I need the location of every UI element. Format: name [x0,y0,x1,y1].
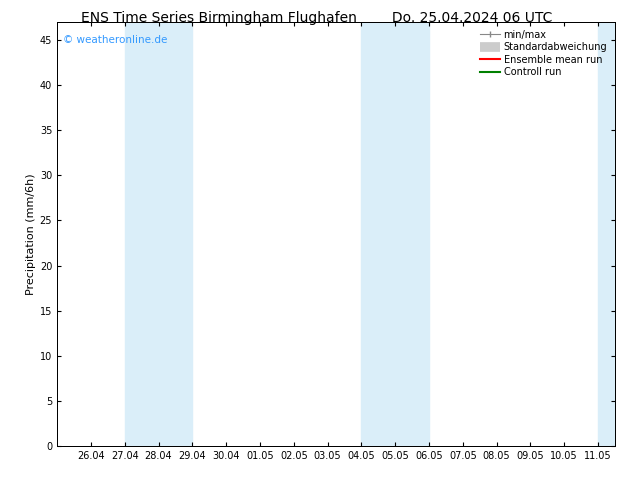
Bar [125,22,192,446]
Text: © weatheronline.de: © weatheronline.de [63,35,167,45]
Bar [361,22,429,446]
Bar [598,22,615,446]
Text: ENS Time Series Birmingham Flughafen        Do. 25.04.2024 06 UTC: ENS Time Series Birmingham Flughafen Do.… [81,11,553,25]
Legend: min/max, Standardabweichung, Ensemble mean run, Controll run: min/max, Standardabweichung, Ensemble me… [477,27,610,80]
Y-axis label: Precipitation (mm/6h): Precipitation (mm/6h) [25,173,36,295]
